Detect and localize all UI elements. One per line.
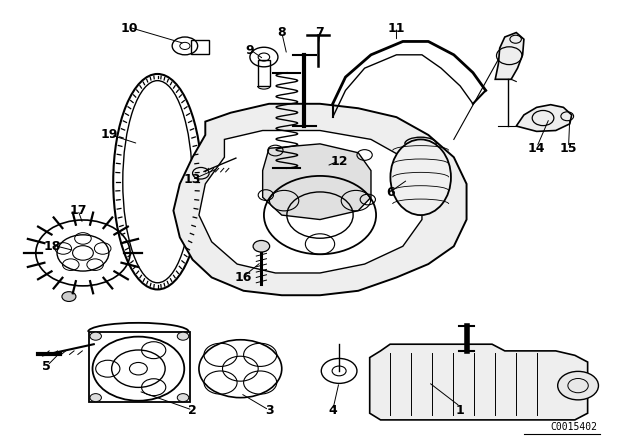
Polygon shape [173,104,467,295]
Polygon shape [495,33,524,79]
Text: 10: 10 [120,22,138,34]
Text: 1: 1 [456,405,465,418]
Bar [191,40,209,54]
Circle shape [253,241,269,252]
Text: 13: 13 [184,173,201,186]
Text: 7: 7 [316,26,324,39]
Polygon shape [262,144,371,220]
Bar [90,332,190,402]
Text: 11: 11 [388,22,405,34]
Bar [257,60,270,86]
Text: 12: 12 [330,155,348,168]
Text: 19: 19 [101,129,118,142]
Polygon shape [516,105,572,131]
Text: 8: 8 [278,26,286,39]
Text: 6: 6 [386,186,394,199]
Polygon shape [199,130,422,273]
Text: 15: 15 [560,142,577,155]
Circle shape [90,332,101,340]
Circle shape [177,332,189,340]
Text: 5: 5 [42,360,51,373]
Ellipse shape [123,81,192,283]
Text: C0015402: C0015402 [550,422,597,432]
Ellipse shape [390,139,451,215]
Circle shape [62,292,76,302]
Text: 9: 9 [246,44,254,57]
Ellipse shape [113,74,202,289]
Text: 4: 4 [328,405,337,418]
Text: 14: 14 [528,142,545,155]
Text: 3: 3 [265,405,273,418]
Polygon shape [370,344,588,420]
Text: 18: 18 [44,240,61,253]
Circle shape [557,371,598,400]
Text: 16: 16 [235,271,252,284]
Text: 2: 2 [188,405,197,418]
Text: 17: 17 [69,204,86,217]
Circle shape [90,394,101,402]
Circle shape [177,394,189,402]
Circle shape [129,362,147,375]
